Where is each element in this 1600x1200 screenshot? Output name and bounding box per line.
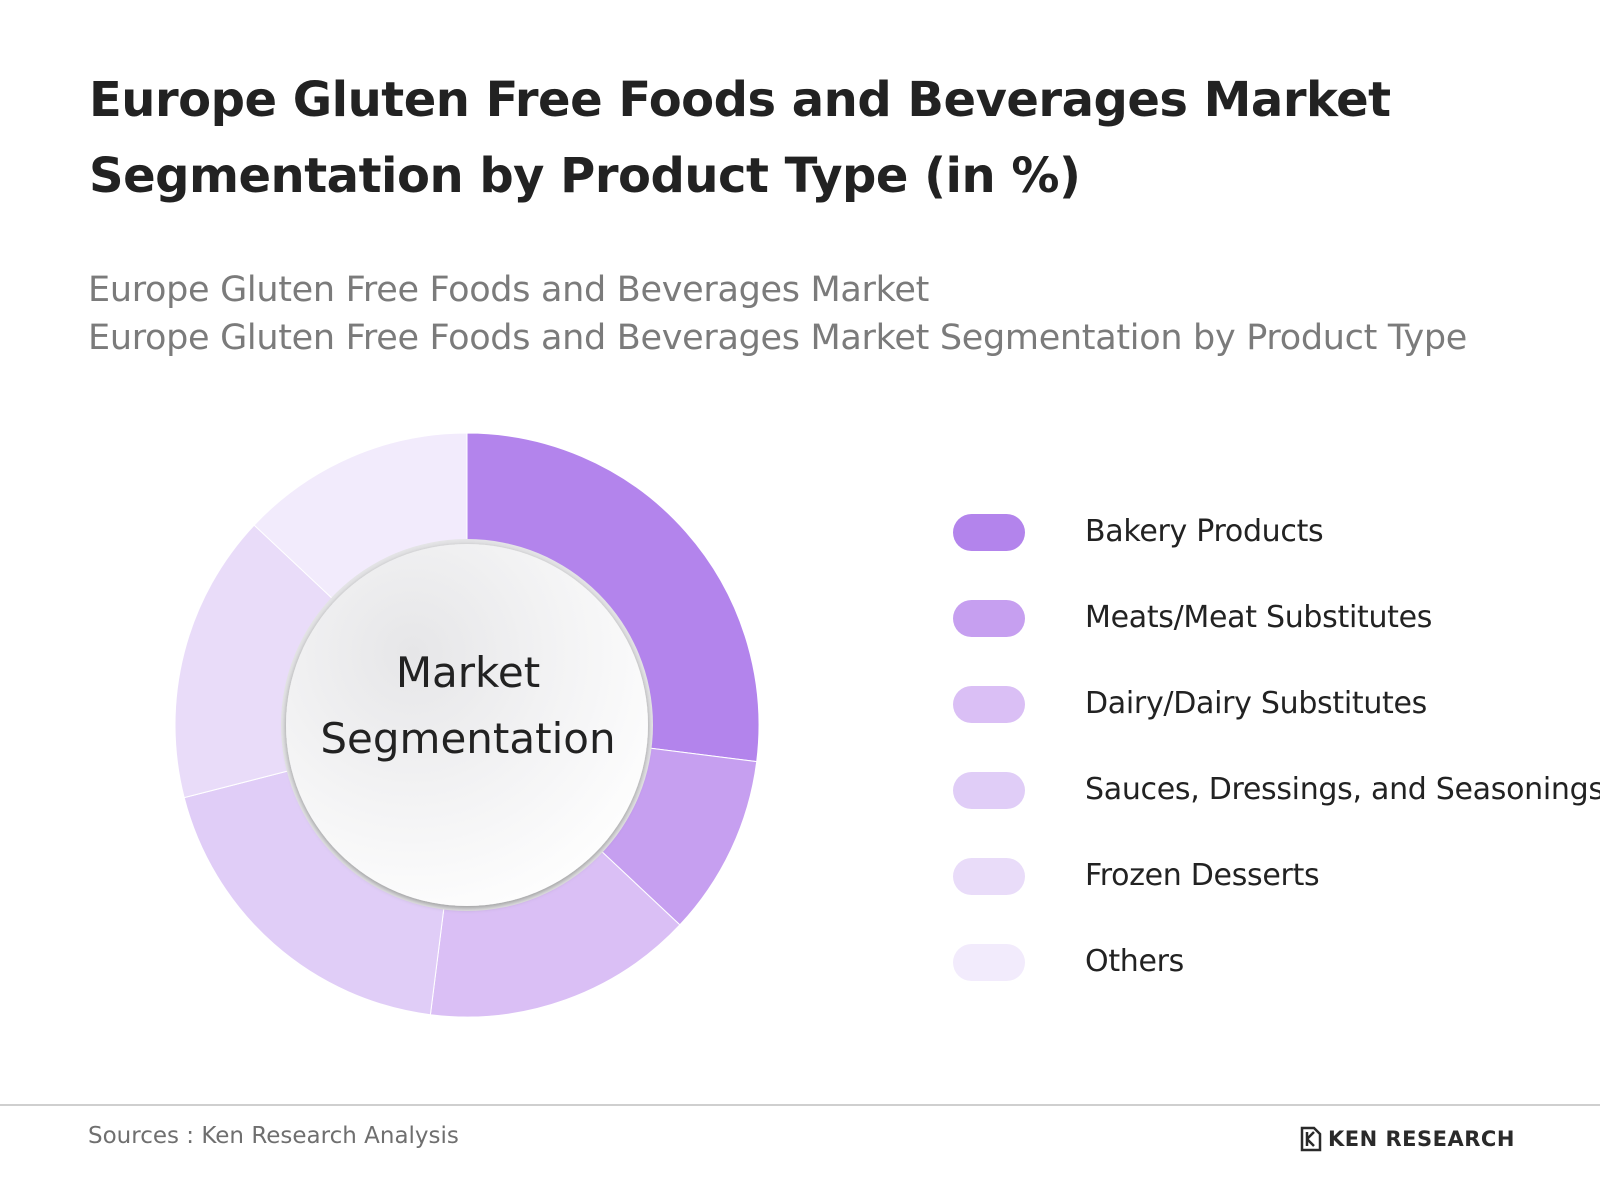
legend-item: Meats/Meat Substitutes (953, 590, 1593, 676)
legend-item: Frozen Desserts (953, 848, 1593, 934)
chart-subtitle: Europe Gluten Free Foods and Beverages M… (88, 266, 1568, 362)
legend-swatch (953, 858, 1025, 895)
legend-item: Sauces, Dressings, and Seasonings (953, 762, 1600, 848)
chart-title-line-2: Segmentation by Product Type (in %) (89, 148, 1081, 204)
donut-chart (174, 432, 760, 1018)
legend-item: Dairy/Dairy Substitutes (953, 676, 1593, 762)
chart-subtitle-line-1: Europe Gluten Free Foods and Beverages M… (88, 270, 930, 310)
legend-swatch (953, 514, 1025, 551)
donut-center-label: Market Segmentation (288, 640, 648, 772)
legend-swatch (953, 600, 1025, 637)
legend-label: Sauces, Dressings, and Seasonings (1085, 772, 1600, 807)
legend-label: Meats/Meat Substitutes (1085, 600, 1433, 635)
legend-swatch (953, 772, 1025, 809)
chart-title: Europe Gluten Free Foods and Beverages M… (89, 62, 1489, 214)
brand-name: KEN RESEARCH (1328, 1127, 1515, 1151)
legend-item: Others (953, 934, 1593, 1020)
legend-label: Frozen Desserts (1085, 858, 1320, 893)
legend-label: Dairy/Dairy Substitutes (1085, 686, 1428, 721)
legend-swatch (953, 944, 1025, 981)
legend-swatch (953, 686, 1025, 723)
ken-research-logo-icon (1300, 1126, 1322, 1152)
donut-center-disc (286, 544, 648, 906)
footer-divider (0, 1104, 1600, 1106)
center-label-line-2: Segmentation (320, 714, 616, 763)
chart-title-line-1: Europe Gluten Free Foods and Beverages M… (89, 72, 1391, 128)
legend-label: Bakery Products (1085, 514, 1324, 549)
chart-legend: Bakery Products Meats/Meat Substitutes Dai… (953, 504, 1600, 1020)
center-label-line-1: Market (395, 648, 541, 697)
legend-item: Bakery Products (953, 504, 1593, 590)
legend-label: Others (1085, 944, 1185, 979)
chart-subtitle-line-2: Europe Gluten Free Foods and Beverages M… (88, 318, 1468, 358)
brand-logo: KEN RESEARCH (1300, 1124, 1515, 1154)
source-note: Sources : Ken Research Analysis (88, 1123, 459, 1149)
